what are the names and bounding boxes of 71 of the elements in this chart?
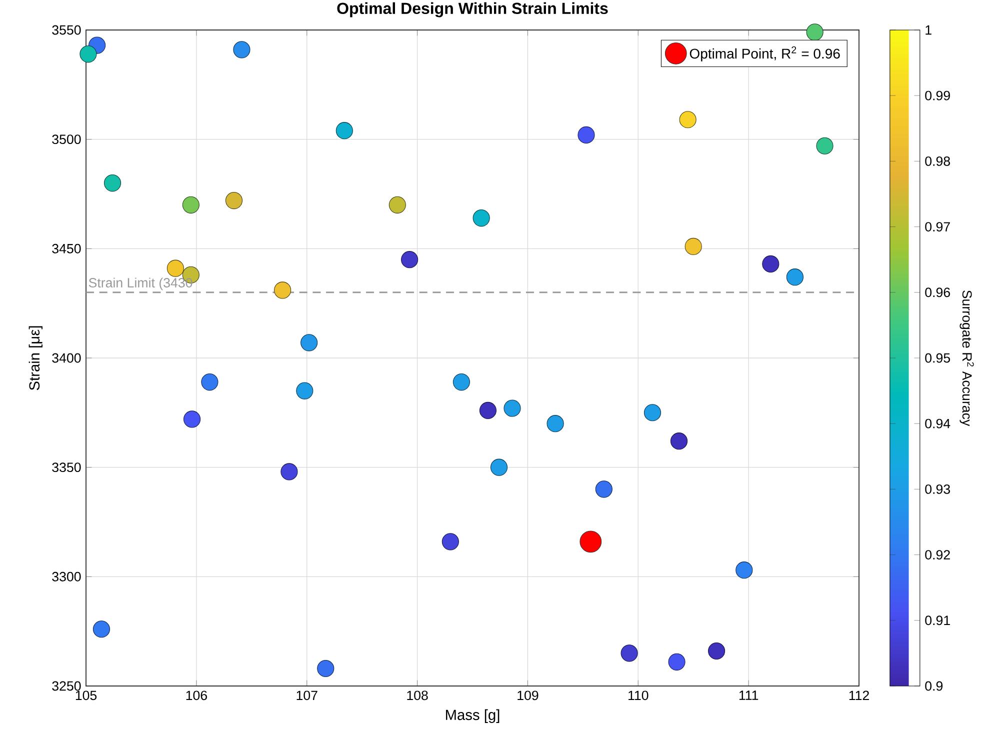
point — [595, 480, 612, 498]
point — [300, 334, 318, 352]
point — [644, 404, 662, 422]
color-bar-label: 0.95 — [925, 353, 950, 363]
point — [670, 432, 688, 450]
point — [401, 251, 418, 268]
point — [225, 192, 243, 210]
x-tick-label: 105 — [76, 690, 97, 700]
point — [786, 268, 804, 286]
y-axis-title: Strain [με] — [28, 326, 42, 390]
point — [182, 196, 200, 214]
x-tick-label: 108 — [407, 690, 428, 700]
point — [620, 644, 638, 662]
point — [317, 660, 334, 678]
y-tick-label: 3300 — [52, 572, 81, 582]
point — [578, 126, 595, 144]
point — [736, 562, 753, 579]
x-tick-label: 112 — [849, 690, 869, 700]
color-bar-label: 0.93 — [925, 484, 950, 494]
color-bar-label: 0.99 — [925, 90, 950, 100]
point — [336, 122, 353, 140]
y-tick-label: 3550 — [52, 25, 81, 35]
point — [452, 374, 470, 391]
point — [490, 458, 508, 476]
x-tick-label: 109 — [518, 690, 538, 700]
y-tick-label: 3350 — [52, 462, 81, 472]
point — [668, 653, 686, 670]
chart-title: Optimal Design Within Strain Limits — [337, 2, 608, 18]
point — [479, 402, 496, 419]
color-bar-label: 0.9 — [925, 681, 943, 691]
point — [679, 111, 696, 128]
point — [166, 260, 184, 277]
point — [104, 174, 122, 192]
point — [708, 642, 726, 660]
point — [504, 400, 521, 417]
color-bar-label: 0.92 — [925, 550, 950, 560]
ref-line-label: Strain Limit (3430 — [88, 278, 192, 290]
point — [762, 255, 780, 272]
point — [280, 463, 298, 480]
point — [442, 533, 459, 550]
point — [806, 24, 824, 41]
point — [296, 382, 314, 400]
legend-label: Optimal Point, R$^{2}$ = 0.96 — [690, 46, 840, 62]
color-bar-label: 0.94 — [925, 418, 950, 428]
y-tick-label: 3500 — [52, 134, 81, 144]
color-bar-label: 0.91 — [925, 616, 950, 626]
color-bar-label: 0.98 — [925, 156, 950, 166]
x-tick-label: 111 — [739, 690, 758, 700]
x-tick-label: 106 — [186, 690, 207, 700]
color-bar-label: 1 — [926, 25, 932, 35]
x-tick-label: 107 — [296, 690, 318, 700]
color-bar-label: 0.97 — [925, 222, 950, 232]
point — [274, 282, 292, 299]
point — [580, 530, 602, 553]
x-tick-label: 110 — [628, 690, 648, 700]
point — [816, 137, 834, 154]
point — [183, 410, 201, 428]
point — [684, 238, 702, 256]
point — [233, 41, 250, 58]
x-axis-title: Mass [g] — [446, 709, 500, 723]
point — [80, 46, 97, 63]
color-bar-label: 0.96 — [925, 288, 950, 298]
point — [388, 196, 406, 214]
y-tick-label: 3250 — [52, 681, 81, 691]
color-bar-title: Surrogate R$^{2}$ Accuracy — [960, 290, 974, 426]
y-tick-label: 3450 — [52, 244, 81, 254]
point — [546, 415, 564, 432]
point — [472, 210, 490, 227]
point — [92, 620, 110, 638]
point — [201, 374, 218, 391]
y-tick-label: 3400 — [52, 353, 81, 363]
